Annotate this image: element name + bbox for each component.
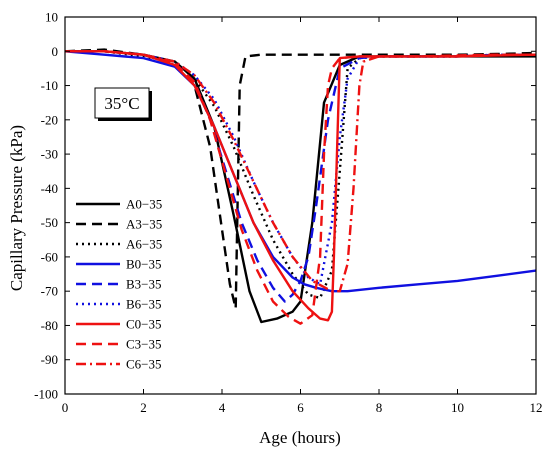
y-tick-label: -30 xyxy=(41,147,58,162)
annotation-label: 35°C xyxy=(104,94,139,113)
y-tick-label: 0 xyxy=(52,44,59,59)
legend-label: A3−35 xyxy=(126,217,162,232)
y-tick-label: -40 xyxy=(41,181,58,196)
y-tick-label: -20 xyxy=(41,112,58,127)
x-axis-title: Age (hours) xyxy=(259,428,341,447)
legend: A0−35 A3−35 A6−35 B0−35 B3−35 B6−35 C0−35 C3−35… xyxy=(76,197,162,372)
series-line xyxy=(65,50,536,325)
annotation-box xyxy=(94,87,150,119)
legend-label: A0−35 xyxy=(126,197,162,212)
temperature-annotation: 35°C xyxy=(94,87,152,121)
ticks-layer: 0 2 4 6 8 10 12 10 0 -10 -20 -30 -40 -50 -60 -70 -80 -90 -… xyxy=(34,10,542,416)
x-tick-label: 0 xyxy=(62,400,69,415)
series-line xyxy=(65,50,536,293)
legend-label: A6−35 xyxy=(126,237,162,252)
legend-label: C3−35 xyxy=(126,337,162,352)
legend-label: B3−35 xyxy=(126,277,162,292)
legend-label: B0−35 xyxy=(126,257,162,272)
x-tick-label: 6 xyxy=(297,400,304,415)
y-tick-label: -100 xyxy=(34,387,58,402)
y-tick-label: -60 xyxy=(41,249,58,264)
y-tick-label: -70 xyxy=(41,284,58,299)
x-tick-label: 4 xyxy=(219,400,226,415)
y-tick-label: -50 xyxy=(41,215,58,230)
series-layer xyxy=(64,48,537,325)
y-tick-label: 10 xyxy=(45,10,58,25)
x-tick-label: 8 xyxy=(376,400,383,415)
x-tick-label: 12 xyxy=(530,400,543,415)
x-tick-label: 2 xyxy=(140,400,147,415)
x-tick-label: 10 xyxy=(451,400,464,415)
legend-label: C6−35 xyxy=(126,357,162,372)
y-tick-label: -10 xyxy=(41,78,58,93)
y-tick-label: -90 xyxy=(41,352,58,367)
legend-label: B6−35 xyxy=(126,297,162,312)
series-line xyxy=(64,48,537,310)
y-axis-title: Capillary Pressure (kPa) xyxy=(7,125,26,291)
y-tick-label: -80 xyxy=(41,318,58,333)
legend-label: C0−35 xyxy=(126,317,162,332)
